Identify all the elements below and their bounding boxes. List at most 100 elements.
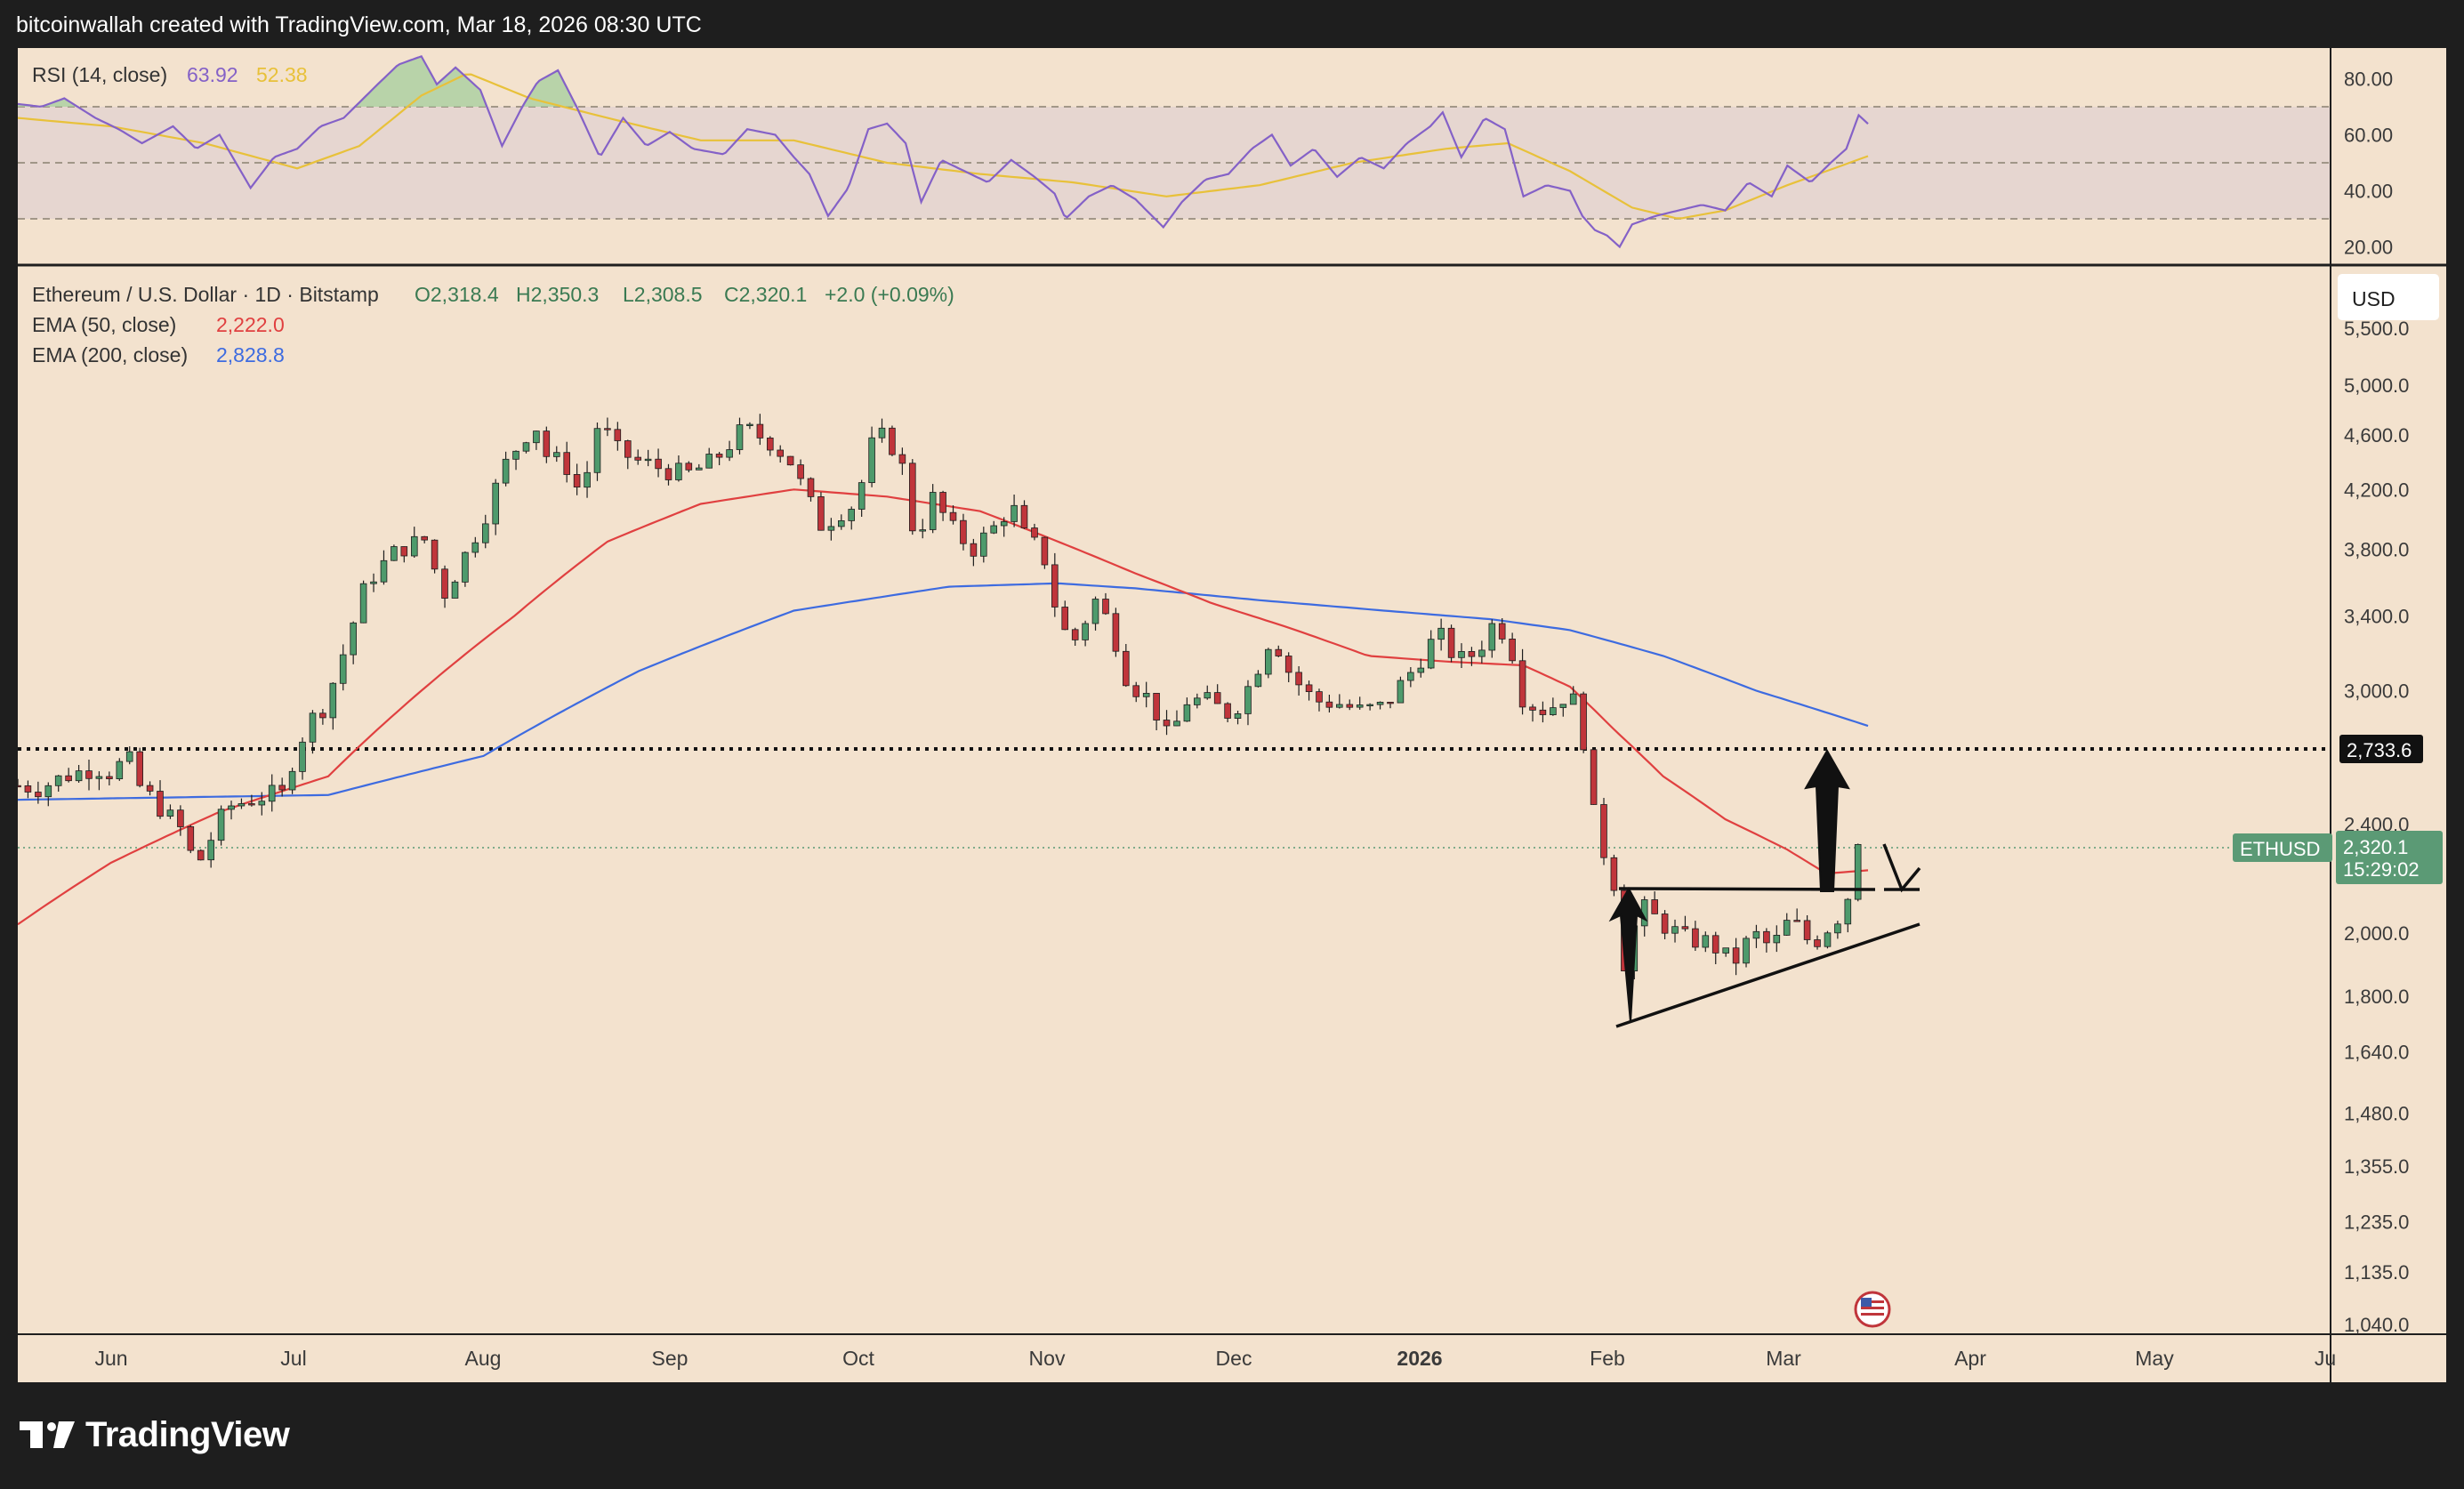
time-axis-tick: Apr bbox=[1954, 1347, 1986, 1370]
candle-body bbox=[786, 455, 794, 466]
candle-body bbox=[1427, 639, 1435, 669]
price-axis[interactable]: 5,500.0 5,000.0 4,600.0 4,200.0 3,800.0 3,400… bbox=[2344, 318, 2409, 1336]
time-axis-tick: May bbox=[2135, 1347, 2174, 1370]
tradingview-chart[interactable]: RSI (14, close) 63.92 52.38 Ethereum / U… bbox=[14, 48, 2446, 1382]
candle-body bbox=[1213, 692, 1221, 704]
candle-body bbox=[1336, 704, 1343, 708]
candle-body bbox=[563, 452, 570, 475]
candle-body bbox=[370, 581, 377, 584]
candle-body bbox=[146, 785, 154, 792]
candle-body bbox=[939, 492, 946, 513]
time-axis-tick: Nov bbox=[1029, 1347, 1066, 1370]
candle-body bbox=[909, 463, 916, 532]
price-legend-high: H2,350.3 bbox=[516, 283, 599, 306]
candle-body bbox=[106, 776, 113, 779]
candle-body bbox=[1123, 650, 1130, 687]
price-axis-tick: 4,600.0 bbox=[2344, 424, 2409, 447]
candle-body bbox=[614, 429, 622, 441]
candle-body bbox=[217, 809, 225, 841]
candle-body bbox=[85, 770, 93, 779]
candle-body bbox=[1600, 804, 1607, 858]
candle-body bbox=[258, 801, 266, 806]
candle-body bbox=[288, 770, 296, 791]
candle-body bbox=[1569, 693, 1577, 705]
currency-button[interactable]: USD bbox=[2338, 274, 2439, 320]
candle-body bbox=[65, 775, 72, 782]
candle-body bbox=[471, 542, 479, 553]
candle-body bbox=[1407, 672, 1414, 681]
candle-body bbox=[1234, 713, 1242, 720]
candle-body bbox=[1376, 702, 1384, 705]
candle-body bbox=[339, 654, 347, 684]
retest-arrow bbox=[1882, 843, 1921, 893]
candle-body bbox=[248, 803, 255, 806]
candle-body bbox=[431, 539, 439, 570]
tradingview-logo: TradingView bbox=[20, 1413, 290, 1457]
time-axis-tick: Jun bbox=[94, 1347, 127, 1370]
candle-body bbox=[1071, 629, 1079, 640]
candle-body bbox=[655, 458, 662, 470]
price-axis-tick: 1,235.0 bbox=[2344, 1211, 2409, 1233]
candle-body bbox=[1743, 938, 1750, 964]
candles bbox=[14, 414, 1862, 979]
candle-body bbox=[1305, 684, 1313, 693]
candle-body bbox=[1397, 680, 1405, 704]
candle-body bbox=[1509, 639, 1516, 662]
candle-body bbox=[329, 682, 337, 719]
us-economic-event-icon[interactable] bbox=[1854, 1291, 1891, 1328]
price-legend-close: C2,320.1 bbox=[724, 283, 807, 306]
candle-body bbox=[187, 826, 195, 851]
rsi-legend-value: 63.92 bbox=[187, 63, 238, 86]
rsi-overbought-fill bbox=[18, 56, 577, 107]
time-axis-tick: Oct bbox=[842, 1347, 874, 1370]
candle-body bbox=[1773, 935, 1781, 944]
candle-body bbox=[522, 442, 530, 452]
candle-body bbox=[1020, 504, 1028, 528]
price-pane: Ethereum / U.S. Dollar · 1D · Bitstamp O… bbox=[14, 283, 2331, 1328]
candle-body bbox=[1518, 660, 1526, 708]
candle-body bbox=[1814, 939, 1821, 947]
candle-body bbox=[1041, 536, 1049, 566]
candle-body bbox=[533, 431, 540, 444]
candle-body bbox=[1417, 667, 1425, 673]
candle-body bbox=[228, 805, 235, 810]
candle-body bbox=[949, 511, 957, 521]
currency-button-label: USD bbox=[2352, 287, 2396, 310]
price-legend-change: +2.0 (+0.09%) bbox=[825, 283, 954, 306]
candle-body bbox=[268, 785, 276, 802]
chart-area[interactable]: RSI (14, close) 63.92 52.38 Ethereum / U… bbox=[14, 48, 2446, 1382]
candle-body bbox=[400, 546, 408, 557]
time-axis[interactable]: Jun Jul Aug Sep Oct Nov Dec 2026 Feb Mar Apr May Ju bbox=[94, 1347, 2336, 1370]
price-axis-tick: 1,355.0 bbox=[2344, 1155, 2409, 1178]
rsi-axis-tick: 60.00 bbox=[2344, 125, 2393, 147]
candle-body bbox=[1142, 693, 1150, 697]
candle-body bbox=[980, 532, 987, 557]
candle-body bbox=[1539, 709, 1547, 715]
tradingview-logo-icon bbox=[20, 1421, 75, 1448]
candle-body bbox=[1702, 935, 1710, 948]
candle-body bbox=[705, 454, 713, 469]
candle-body bbox=[1366, 704, 1373, 706]
rsi-pane: RSI (14, close) 63.92 52.38 bbox=[17, 54, 2331, 249]
candle-body bbox=[157, 791, 164, 817]
candle-body bbox=[1295, 672, 1302, 686]
candle-body bbox=[75, 770, 83, 782]
candle-body bbox=[1488, 623, 1496, 651]
candle-body bbox=[807, 478, 815, 497]
triangle-support-line bbox=[1615, 922, 1920, 1028]
time-axis-tick: Aug bbox=[465, 1347, 502, 1370]
candle-body bbox=[1011, 504, 1018, 522]
candle-body bbox=[1478, 649, 1486, 657]
rsi-axis[interactable]: 80.00 60.00 40.00 20.00 bbox=[2344, 68, 2393, 259]
flagpole-arrow bbox=[1608, 886, 1648, 1023]
level-price-tag-label: 2,733.6 bbox=[2347, 739, 2412, 761]
candle-body bbox=[1265, 648, 1272, 675]
candle-body bbox=[726, 449, 733, 458]
price-axis-tick: 1,640.0 bbox=[2344, 1042, 2409, 1064]
candle-body bbox=[1325, 701, 1333, 708]
candle-body bbox=[1692, 928, 1699, 948]
time-axis-tick: Jul bbox=[280, 1347, 306, 1370]
triangle-pattern-drawing bbox=[1608, 748, 1921, 1028]
candle-body bbox=[1732, 947, 1740, 964]
candle-body bbox=[848, 509, 855, 521]
